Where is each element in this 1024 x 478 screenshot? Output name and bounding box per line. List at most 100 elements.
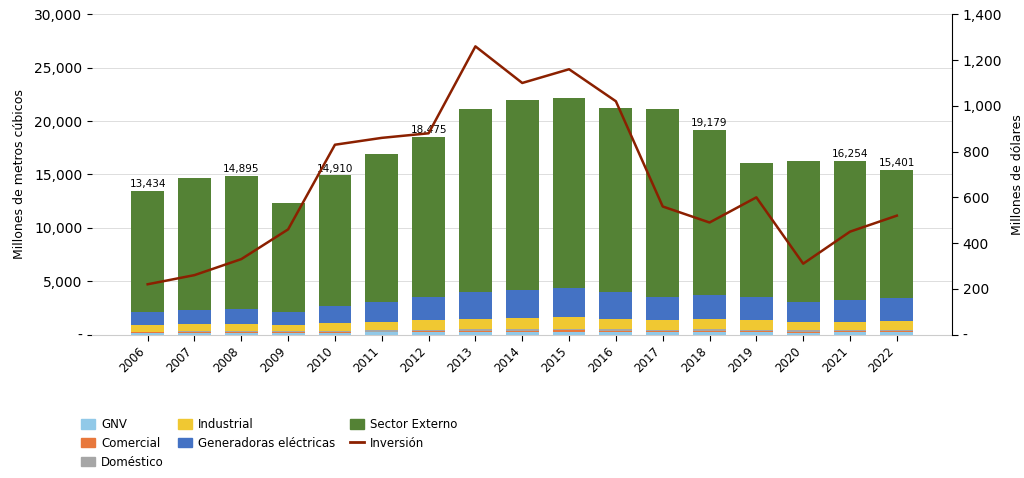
Bar [740, 163, 773, 297]
Bar [225, 331, 258, 332]
Inversión [423, 130, 435, 136]
Inversión [609, 98, 622, 104]
Bar [318, 175, 351, 306]
Bar [271, 332, 304, 333]
Bar [271, 333, 304, 335]
Bar [553, 317, 586, 329]
Bar [740, 332, 773, 335]
Bar [459, 332, 492, 335]
Bar [506, 332, 539, 335]
Bar [225, 175, 258, 309]
Bar [834, 331, 866, 333]
Legend: GNV, Comercial, Doméstico, Industrial, Generadoras eléctricas, Sector Externo, I: GNV, Comercial, Doméstico, Industrial, G… [78, 414, 461, 472]
Bar [178, 333, 211, 335]
Bar [318, 332, 351, 333]
Bar [459, 329, 492, 331]
Bar [459, 319, 492, 329]
Inversión [282, 227, 294, 232]
Bar [366, 154, 398, 302]
Bar [366, 333, 398, 335]
Bar [131, 191, 164, 312]
Text: 19,179: 19,179 [691, 118, 728, 128]
Bar [459, 109, 492, 292]
Text: 14,895: 14,895 [223, 163, 259, 174]
Bar [225, 332, 258, 333]
Bar [646, 330, 679, 331]
Bar [131, 333, 164, 335]
Text: 18,475: 18,475 [411, 125, 446, 135]
Bar [646, 109, 679, 296]
Bar [131, 312, 164, 325]
Bar [740, 331, 773, 332]
Bar [178, 178, 211, 310]
Inversión [563, 66, 575, 72]
Text: 13,434: 13,434 [129, 179, 166, 189]
Bar [786, 323, 819, 330]
Bar [459, 331, 492, 332]
Bar [366, 302, 398, 322]
Bar [553, 288, 586, 317]
Bar [178, 310, 211, 324]
Bar [413, 330, 445, 331]
Bar [271, 203, 304, 312]
Bar [693, 332, 726, 335]
Bar [646, 320, 679, 330]
Bar [881, 298, 913, 321]
Text: 14,910: 14,910 [316, 163, 353, 174]
Inversión [516, 80, 528, 86]
Inversión [329, 142, 341, 148]
Bar [834, 322, 866, 330]
Bar [646, 331, 679, 332]
Bar [366, 330, 398, 332]
Bar [506, 100, 539, 290]
Bar [131, 325, 164, 332]
Bar [881, 331, 913, 332]
Bar [271, 325, 304, 331]
Bar [271, 331, 304, 332]
Inversión [141, 282, 154, 287]
Bar [599, 329, 632, 331]
Bar [786, 330, 819, 332]
Inversión [703, 220, 716, 226]
Inversión [891, 213, 903, 218]
Bar [318, 333, 351, 335]
Bar [693, 329, 726, 331]
Bar [506, 331, 539, 332]
Bar [178, 331, 211, 332]
Inversión [376, 135, 388, 141]
Line: Inversión: Inversión [147, 46, 897, 284]
Bar [646, 332, 679, 335]
Bar [366, 322, 398, 330]
Bar [413, 332, 445, 335]
Bar [131, 332, 164, 333]
Bar [506, 318, 539, 329]
Bar [413, 297, 445, 320]
Bar [599, 332, 632, 335]
Inversión [751, 195, 763, 200]
Bar [318, 331, 351, 332]
Bar [318, 323, 351, 331]
Bar [599, 109, 632, 292]
Bar [646, 296, 679, 320]
Text: 16,254: 16,254 [831, 149, 868, 159]
Bar [506, 290, 539, 318]
Bar [834, 300, 866, 322]
Bar [834, 330, 866, 331]
Bar [693, 331, 726, 332]
Bar [740, 320, 773, 330]
Text: 15,401: 15,401 [879, 158, 915, 168]
Bar [599, 292, 632, 318]
Bar [178, 324, 211, 331]
Bar [553, 329, 586, 330]
Bar [599, 318, 632, 329]
Bar [693, 295, 726, 319]
Y-axis label: Millones de metros cúbicos: Millones de metros cúbicos [13, 89, 26, 260]
Bar [740, 330, 773, 331]
Bar [786, 302, 819, 323]
Bar [553, 332, 586, 335]
Bar [834, 333, 866, 335]
Bar [553, 98, 586, 288]
Bar [881, 321, 913, 330]
Inversión [236, 256, 248, 262]
Inversión [469, 43, 481, 49]
